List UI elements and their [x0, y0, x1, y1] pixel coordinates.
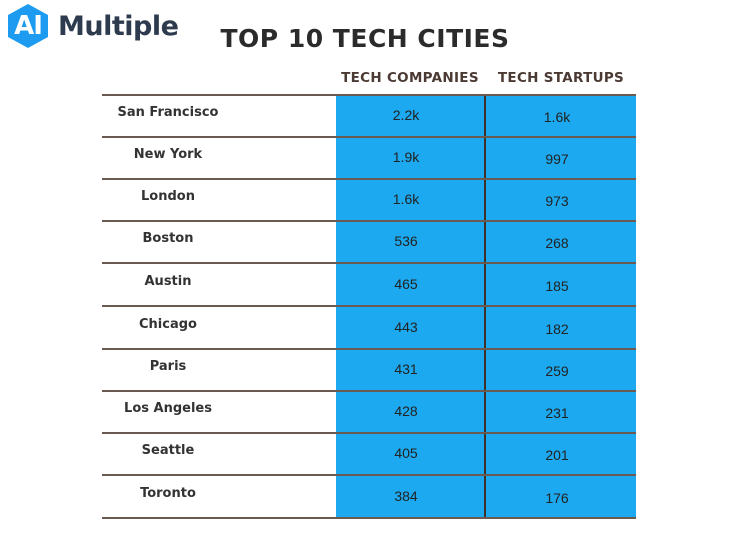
tech-companies-value: 443 — [394, 318, 418, 335]
city-name: New York — [133, 147, 203, 162]
row-divider — [102, 348, 636, 350]
city-name: Toronto — [140, 485, 196, 501]
tech-startups-value: 231 — [545, 405, 569, 421]
row-divider — [102, 474, 636, 476]
city-name: Seattle — [141, 443, 195, 458]
tech-startups-value: 997 — [545, 151, 569, 167]
tech-companies-value: 428 — [394, 403, 418, 419]
city-name: Chicago — [139, 316, 197, 332]
city-name: Boston — [142, 231, 194, 246]
tech-startups-value: 182 — [545, 320, 569, 337]
tech-startups-value: 185 — [545, 277, 569, 294]
city-name: Paris — [149, 359, 187, 374]
row-divider — [102, 220, 636, 222]
tech-companies-value: 1.6k — [392, 191, 420, 207]
tech-companies-value: 536 — [394, 233, 418, 249]
tech-startups-value: 973 — [545, 193, 569, 209]
chart-title: TOP 10 TECH CITIES — [220, 24, 510, 53]
tech-startups-value: 1.6k — [543, 109, 571, 125]
city-name: Los Angeles — [124, 401, 212, 416]
table-top-line — [102, 94, 636, 96]
tech-startups-column-fill — [486, 96, 636, 518]
tech-startups-value: 268 — [545, 235, 569, 251]
row-divider — [102, 305, 636, 307]
tech-companies-column-fill — [336, 96, 484, 518]
tech-companies-value: 465 — [394, 275, 418, 292]
row-divider — [102, 432, 636, 434]
tech-companies-value: 2.2k — [392, 107, 420, 123]
row-divider — [102, 390, 636, 392]
tech-startups-value: 259 — [545, 363, 569, 379]
logo-badge: AI — [4, 2, 52, 50]
tech-startups-value: 176 — [545, 489, 569, 506]
city-name: San Francisco — [117, 105, 219, 120]
tech-companies-value: 431 — [394, 361, 418, 377]
logo-brand-text: Multiple — [58, 10, 179, 42]
hexagon-icon — [8, 4, 48, 48]
column-divider — [484, 96, 486, 518]
city-name: London — [141, 189, 195, 204]
city-name: Austin — [144, 273, 192, 289]
logo-badge-text: AI — [14, 11, 43, 41]
column-header-tech-startups: TECH STARTUPS — [497, 70, 625, 86]
tech-companies-value: 384 — [394, 487, 418, 504]
tech-startups-value: 201 — [545, 447, 569, 463]
row-divider — [102, 517, 636, 519]
brand-logo: AI Multiple — [4, 2, 179, 50]
column-header-tech-companies: TECH COMPANIES — [341, 70, 479, 86]
tech-companies-value: 405 — [394, 445, 418, 461]
tech-companies-value: 1.9k — [392, 149, 420, 165]
row-divider — [102, 178, 636, 180]
row-divider — [102, 262, 636, 264]
row-divider — [102, 136, 636, 138]
